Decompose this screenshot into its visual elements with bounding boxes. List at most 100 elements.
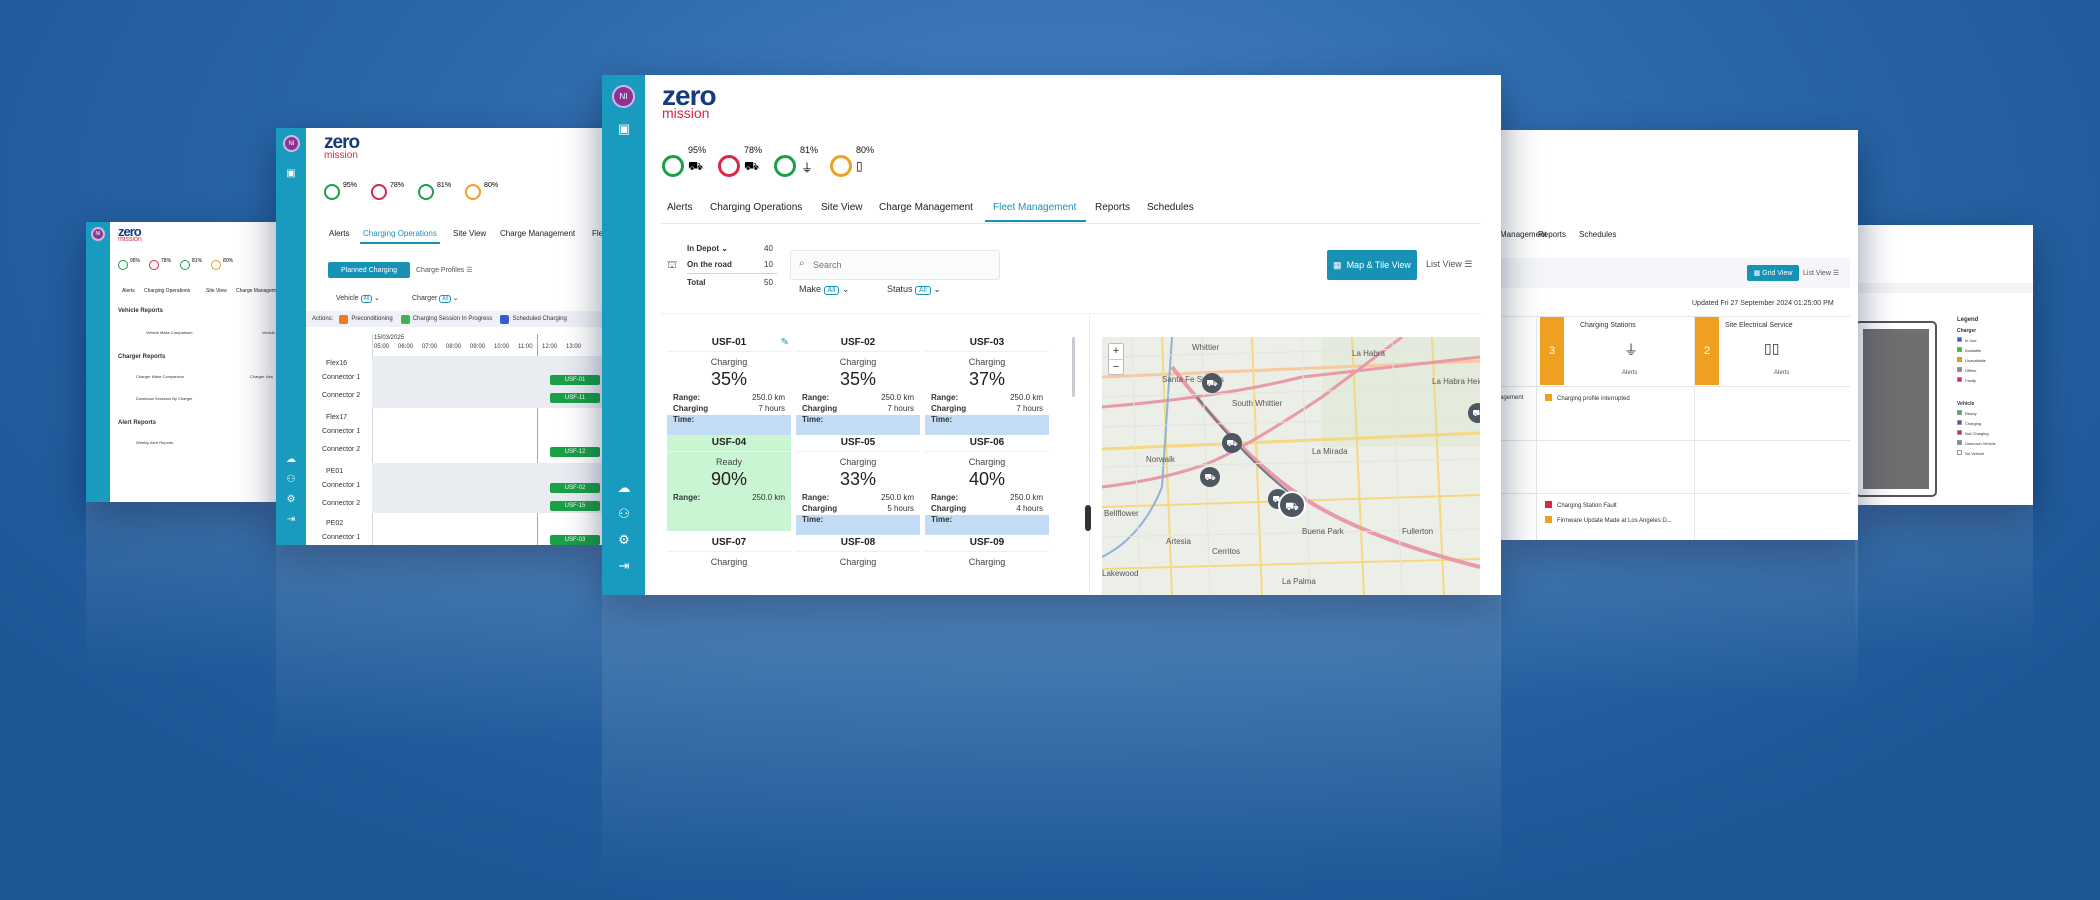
tab-reports[interactable]: Reports — [1538, 230, 1567, 239]
list-view-button[interactable]: List View ☰ — [1426, 259, 1472, 270]
summary-label: In Depot — [687, 244, 719, 253]
session-bar[interactable]: USF-01 — [550, 375, 600, 385]
report-vehicle-make[interactable]: Vehicle Make Comparison — [146, 330, 193, 335]
summary-label-in-depot[interactable]: In Depot ⌄ — [687, 244, 728, 253]
session-bar[interactable]: USF-02 — [550, 483, 600, 493]
alert-item[interactable]: Charging Station Fault — [1545, 501, 1617, 509]
hour-label: 07:00 — [422, 344, 438, 350]
map-icon[interactable]: ▣ — [617, 121, 631, 136]
users-icon[interactable]: ⚇ — [618, 506, 630, 521]
legend-vehicle-list: Ready Charging Not Charging Unknown Vehicle… — [1957, 410, 1996, 460]
tab-charging-operations[interactable]: Charging Operations — [710, 202, 803, 213]
dashboard-icon[interactable]: ☁ — [617, 480, 631, 495]
tab-alerts[interactable]: Alerts — [329, 229, 350, 238]
vehicle-card[interactable]: USF-07 Charging — [667, 535, 791, 595]
tab-charging-operations[interactable]: Charging Operations — [363, 229, 437, 238]
vehicle-card[interactable]: USF-06 Charging 40% Range: 250.0 km Charging 4… — [925, 435, 1049, 545]
vehicle-card[interactable]: USF-01 ✎ Charging 35% Range: 250.0 km Charging… — [667, 335, 791, 445]
report-charger-make[interactable]: Charger Make Comparison — [136, 374, 185, 379]
search-input[interactable] — [813, 257, 993, 273]
tab-site-view[interactable]: Site View — [453, 229, 487, 238]
list-view-button[interactable]: List View ☰ — [1803, 270, 1840, 277]
planned-charging-button[interactable]: Planned Charging — [328, 262, 410, 278]
vehicle-card[interactable]: USF-08 Charging — [796, 535, 920, 595]
report-charger-usage[interactable]: Charger Usa — [250, 374, 273, 379]
users-icon[interactable]: ⚇ — [286, 474, 296, 485]
alert-item[interactable]: Firmware Update Made at Los Angeles D... — [1545, 516, 1672, 524]
grid-divider — [1500, 493, 1850, 494]
tab-charge-management[interactable]: Charge Management — [879, 202, 973, 213]
charging-time-value: 7 hours — [887, 404, 914, 413]
tab-charge-management[interactable]: Management — [1500, 230, 1547, 239]
status-filter[interactable]: Status All ⌄ — [887, 284, 941, 295]
button-label: List View — [1426, 259, 1462, 269]
session-bar[interactable]: USF-11 — [550, 393, 600, 403]
session-bar[interactable]: USF-15 — [550, 501, 600, 511]
alert-item[interactable]: Charging profile interrupted — [1545, 394, 1630, 402]
logo: zero — [324, 132, 360, 153]
zoom-out-button[interactable]: − — [1112, 361, 1120, 373]
tab-schedules[interactable]: Schedules — [1147, 202, 1194, 213]
settings-icon[interactable]: ⚙ — [286, 494, 296, 505]
charger-filter[interactable]: Charger All ⌄ — [412, 295, 459, 303]
zoom-in-button[interactable]: + — [1109, 344, 1123, 360]
tab-reports[interactable]: Reports — [1095, 202, 1131, 213]
vehicle-filter[interactable]: Vehicle All ⌄ — [336, 295, 380, 303]
link-label: Charge Profiles — [416, 267, 465, 274]
vehicle-card[interactable]: USF-05 Charging 33% Range: 250.0 km Charging 5… — [796, 435, 920, 545]
report-sessions-by-charger[interactable]: Download Sessions By Charger — [136, 396, 193, 401]
avatar[interactable]: NI — [283, 135, 300, 152]
tab-charging-operations[interactable]: Charging Operations — [144, 288, 191, 294]
charger-grid-screen — [1863, 329, 1929, 489]
legend-swatch — [1957, 347, 1962, 352]
vehicle-card[interactable]: USF-09 Charging — [925, 535, 1049, 595]
logout-icon[interactable]: ⇥ — [618, 558, 630, 573]
tab-charge-management[interactable]: Charge Management — [500, 229, 576, 238]
filter-chip: All — [439, 295, 451, 303]
vehicle-marker[interactable]: ⛟ — [1468, 403, 1480, 423]
vehicle-marker[interactable]: ⛟ — [1202, 373, 1222, 393]
map-icon[interactable]: ▣ — [286, 168, 296, 179]
tab-alerts[interactable]: Alerts — [122, 288, 135, 294]
map-panel[interactable]: + − Santa Fe Springs South Whittier La Hab… — [1102, 337, 1480, 595]
vehicle-marker[interactable]: ⛟ — [1222, 433, 1242, 453]
settings-icon[interactable]: ⚙ — [618, 532, 630, 547]
search-box[interactable]: ⌕ — [790, 250, 1000, 280]
panel-resize-handle[interactable] — [1085, 505, 1091, 531]
tab-alerts[interactable]: Alerts — [667, 202, 693, 213]
tab-fleet-management[interactable]: Fleet Management — [993, 202, 1077, 213]
avatar[interactable]: NI — [612, 85, 635, 108]
logout-icon[interactable]: ⇥ — [286, 514, 296, 525]
tab-charge-management[interactable]: Charge Management — [236, 288, 283, 294]
tab-site-view[interactable]: Site View — [206, 288, 227, 294]
charger-name: PE02 — [326, 520, 344, 527]
map-tile-view-button[interactable]: ▦ Map & Tile View — [1327, 250, 1417, 280]
tab-site-view[interactable]: Site View — [821, 202, 863, 213]
grid-scrollbar[interactable] — [1072, 337, 1075, 397]
report-weekly-alert[interactable]: Weekly Alert Reports — [136, 440, 174, 445]
tab-schedules[interactable]: Schedules — [1579, 230, 1617, 239]
avatar[interactable]: NI — [91, 227, 105, 241]
grid-view-button[interactable]: ▦ Grid View — [1747, 265, 1799, 281]
dashboard-icon[interactable]: ☁ — [286, 454, 296, 465]
grid-divider — [1694, 316, 1695, 540]
edit-icon[interactable]: ✎ — [780, 337, 789, 348]
session-bar[interactable]: USF-03 — [550, 535, 600, 545]
vehicle-marker-cluster[interactable]: ⛟ — [1278, 491, 1306, 519]
charge-profiles-link[interactable]: Charge Profiles ☰ — [416, 267, 473, 274]
vehicle-id: USF-06 — [925, 437, 1049, 452]
session-bar[interactable]: USF-12 — [550, 447, 600, 457]
vehicle-card[interactable]: USF-04 Ready 90% Range: 250.0 km — [667, 435, 791, 531]
charging-label: Charging — [802, 404, 838, 413]
report-vehicle[interactable]: Vehicle — [262, 330, 275, 335]
vehicle-card[interactable]: USF-02 Charging 35% Range: 250.0 km Charging 7… — [796, 335, 920, 445]
legend-label: Charging Session In Progress — [412, 316, 493, 322]
electrical-icon: ▯▯ — [1764, 340, 1780, 356]
vehicle-marker[interactable]: ⛟ — [1200, 467, 1220, 487]
legend-item: No Vehicle — [1957, 450, 1996, 460]
map-canvas[interactable] — [1102, 337, 1480, 595]
vehicle-status: Charging — [968, 357, 1006, 367]
vehicle-card[interactable]: USF-03 Charging 37% Range: 250.0 km Charging 7… — [925, 335, 1049, 445]
actions-legend: Actions: Preconditioning Charging Sessio… — [306, 311, 616, 327]
make-filter[interactable]: Make All ⌄ — [799, 284, 850, 295]
